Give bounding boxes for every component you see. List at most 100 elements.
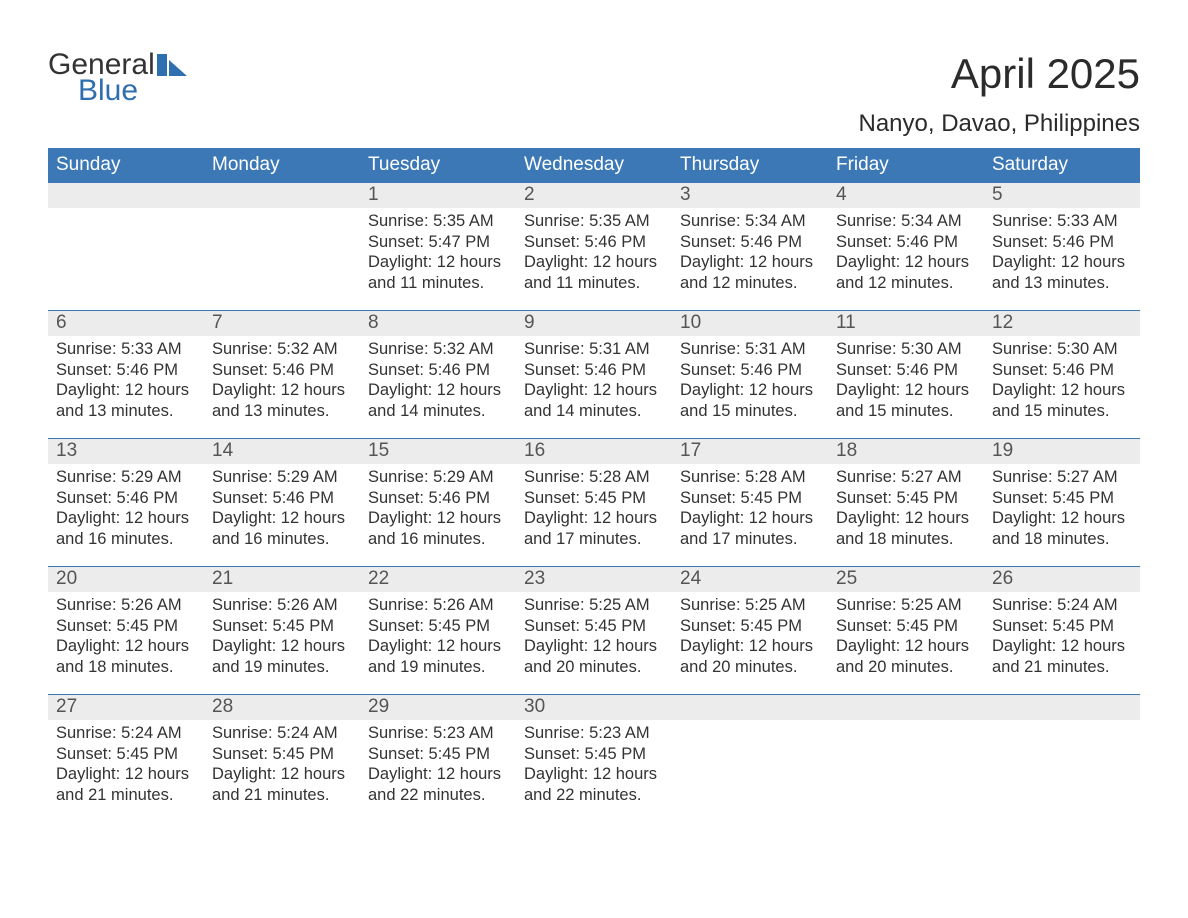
sunset-text: Sunset: 5:47 PM [368,232,508,253]
daylight-text: Daylight: 12 hours and 19 minutes. [368,636,508,677]
sunset-text: Sunset: 5:46 PM [836,232,976,253]
calendar-week: 12345Sunrise: 5:35 AMSunset: 5:47 PMDayl… [48,183,1140,310]
dow-tuesday: Tuesday [360,148,516,183]
day-number-row: 27282930 [48,695,1140,720]
day-cell: Sunrise: 5:27 AMSunset: 5:45 PMDaylight:… [984,464,1140,566]
daylight-text: Daylight: 12 hours and 14 minutes. [368,380,508,421]
day-cell [984,720,1140,822]
calendar-week: 27282930Sunrise: 5:24 AMSunset: 5:45 PMD… [48,694,1140,822]
dow-saturday: Saturday [984,148,1140,183]
day-cell: Sunrise: 5:25 AMSunset: 5:45 PMDaylight:… [828,592,984,694]
day-cell: Sunrise: 5:34 AMSunset: 5:46 PMDaylight:… [672,208,828,310]
sunrise-text: Sunrise: 5:33 AM [992,211,1132,232]
sunset-text: Sunset: 5:45 PM [56,616,196,637]
calendar-week: 20212223242526Sunrise: 5:26 AMSunset: 5:… [48,566,1140,694]
day-cell [48,208,204,310]
day-number-row: 20212223242526 [48,567,1140,592]
sunset-text: Sunset: 5:46 PM [212,360,352,381]
dow-wednesday: Wednesday [516,148,672,183]
daylight-text: Daylight: 12 hours and 11 minutes. [524,252,664,293]
day-cell: Sunrise: 5:32 AMSunset: 5:46 PMDaylight:… [360,336,516,438]
day-number: 5 [984,183,1140,208]
day-number: 10 [672,311,828,336]
sunset-text: Sunset: 5:45 PM [212,616,352,637]
sunrise-text: Sunrise: 5:28 AM [524,467,664,488]
day-number: 16 [516,439,672,464]
daylight-text: Daylight: 12 hours and 13 minutes. [992,252,1132,293]
daylight-text: Daylight: 12 hours and 18 minutes. [836,508,976,549]
calendar-week: 6789101112Sunrise: 5:33 AMSunset: 5:46 P… [48,310,1140,438]
day-number [828,695,984,720]
sunrise-text: Sunrise: 5:24 AM [56,723,196,744]
sunrise-text: Sunrise: 5:35 AM [524,211,664,232]
daylight-text: Daylight: 12 hours and 22 minutes. [368,764,508,805]
day-cell: Sunrise: 5:35 AMSunset: 5:46 PMDaylight:… [516,208,672,310]
day-number: 26 [984,567,1140,592]
sunrise-text: Sunrise: 5:26 AM [368,595,508,616]
day-number: 12 [984,311,1140,336]
sunrise-text: Sunrise: 5:27 AM [992,467,1132,488]
calendar: Sunday Monday Tuesday Wednesday Thursday… [48,148,1140,822]
daylight-text: Daylight: 12 hours and 20 minutes. [680,636,820,677]
day-number [984,695,1140,720]
day-content-row: Sunrise: 5:26 AMSunset: 5:45 PMDaylight:… [48,592,1140,694]
day-number: 25 [828,567,984,592]
day-cell: Sunrise: 5:26 AMSunset: 5:45 PMDaylight:… [48,592,204,694]
day-content-row: Sunrise: 5:29 AM Sunset: 5:46 PM Daylight:… [48,464,1140,566]
daylight-text: Daylight: 12 hours and 18 minutes. [56,636,196,677]
sunset-text: Sunset: 5:45 PM [368,616,508,637]
day-cell: Sunrise: 5:24 AMSunset: 5:45 PMDaylight:… [204,720,360,822]
daylight-text: Daylight: 12 hours and 15 minutes. [992,380,1132,421]
day-number: 30 [516,695,672,720]
day-number: 9 [516,311,672,336]
day-cell: Sunrise: 5:26 AMSunset: 5:45 PMDaylight:… [204,592,360,694]
day-cell: Sunrise: 5:29 AMSunset: 5:46 PMDaylight:… [48,464,204,566]
day-number: 14 [204,439,360,464]
day-number: 2 [516,183,672,208]
day-number: 23 [516,567,672,592]
sunset-text: Sunset: 5:46 PM [368,360,508,381]
sunrise-text: Sunrise: 5:27 AM [836,467,976,488]
sunset-text: Sunset: 5:45 PM [992,488,1132,509]
daylight-text: Daylight: 12 hours and 19 minutes. [212,636,352,677]
day-cell: Sunrise: 5:33 AMSunset: 5:46 PMDaylight:… [48,336,204,438]
day-number: 29 [360,695,516,720]
day-cell: Sunrise: 5:25 AMSunset: 5:45 PMDaylight:… [516,592,672,694]
sunrise-text: Sunrise: 5:28 AM [680,467,820,488]
sunrise-text: Sunrise: 5:26 AM [212,595,352,616]
sunrise-text: Sunrise: 5:29 AM [212,467,352,488]
day-cell [828,720,984,822]
day-cell [672,720,828,822]
sunrise-text: Sunrise: 5:34 AM [680,211,820,232]
sunset-text: Sunset: 5:46 PM [56,360,196,381]
day-number: 20 [48,567,204,592]
sunrise-text: Sunrise: 5:25 AM [680,595,820,616]
day-number-row: 13141516171819 [48,439,1140,464]
day-number: 13 [48,439,204,464]
day-number: 1 [360,183,516,208]
sunset-text: Sunset: 5:46 PM [680,360,820,381]
day-cell: Sunrise: 5:28 AMSunset: 5:45 PMDaylight:… [516,464,672,566]
daylight-text: Daylight: 12 hours and 18 minutes. [992,508,1132,549]
dow-sunday: Sunday [48,148,204,183]
day-cell: Sunrise: 5:28 AMSunset: 5:45 PMDaylight:… [672,464,828,566]
page: General Blue April 2025 Nanyo, Davao, Ph… [0,0,1188,822]
daylight-text: Daylight: 12 hours and 15 minutes. [836,380,976,421]
daylight-text: Daylight: 12 hours and 12 minutes. [836,252,976,293]
sunrise-text: Sunrise: 5:24 AM [212,723,352,744]
day-number: 3 [672,183,828,208]
header: General Blue April 2025 Nanyo, Davao, Ph… [48,50,1140,138]
day-number: 27 [48,695,204,720]
day-number: 22 [360,567,516,592]
day-number [672,695,828,720]
sunrise-text: Sunrise: 5:25 AM [524,595,664,616]
sunrise-text: Sunrise: 5:29 AM [368,467,508,488]
sunrise-text: Sunrise: 5:30 AM [992,339,1132,360]
sunrise-text: Sunrise: 5:32 AM [212,339,352,360]
day-number: 15 [360,439,516,464]
day-cell: Sunrise: 5:31 AMSunset: 5:46 PMDaylight:… [672,336,828,438]
day-cell: Sunrise: 5:27 AMSunset: 5:45 PMDaylight:… [828,464,984,566]
sunrise-text: Sunrise: 5:35 AM [368,211,508,232]
daylight-text: Daylight: 12 hours and 21 minutes. [56,764,196,805]
sunset-text: Sunset: 5:46 PM [56,488,196,509]
